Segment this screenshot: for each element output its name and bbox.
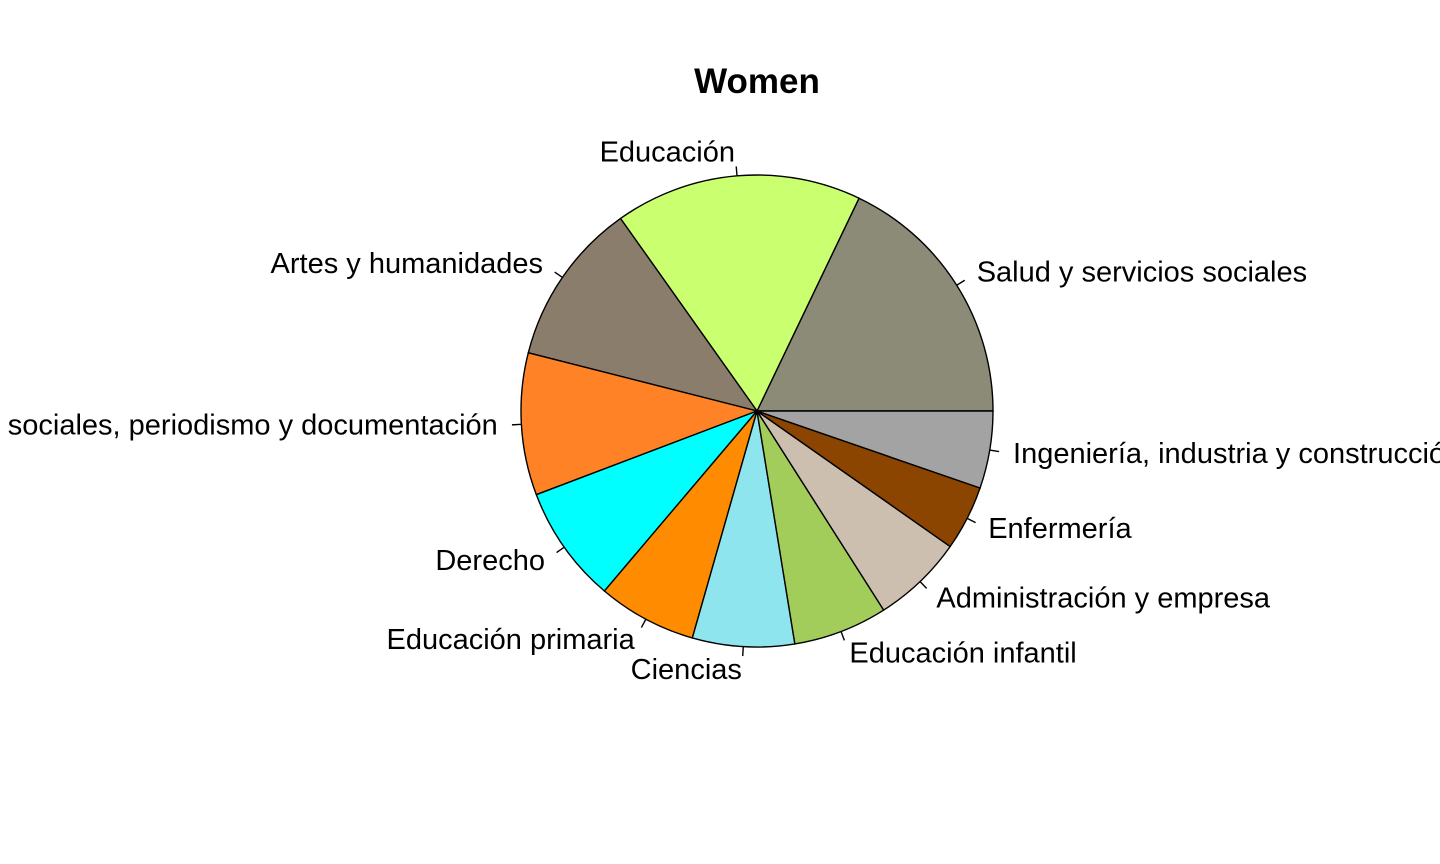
slice-labels: Salud y servicios sociales Educación Artes… bbox=[0, 136, 1440, 686]
slice-label-ingenieria-industria-y-construccion: Ingeniería, industria y construcción bbox=[1013, 438, 1440, 470]
slice-label-educacion: Educación bbox=[600, 136, 735, 168]
slice-label-administracion-y-empresa: Administración y empresa bbox=[936, 583, 1270, 615]
label-tick bbox=[840, 631, 846, 641]
slice-label-artes-y-humanidades: Artes y humanidades bbox=[271, 248, 543, 280]
label-tick bbox=[735, 166, 738, 176]
label-ticks bbox=[511, 166, 1000, 657]
pie-slices bbox=[520, 174, 994, 648]
slice-label-educacion-primaria: Educación primaria bbox=[387, 624, 636, 656]
slice-label-enfermeria: Enfermería bbox=[988, 513, 1132, 545]
pie-slice-ingenieria-industria-y-construccion bbox=[756, 410, 994, 489]
label-tick bbox=[989, 449, 1000, 453]
label-tick bbox=[742, 646, 744, 657]
slice-label-educacion-infantil: Educación infantil bbox=[849, 638, 1076, 670]
pie-slice-salud-y-servicios-sociales bbox=[755, 197, 994, 412]
label-tick bbox=[556, 546, 565, 554]
label-tick bbox=[919, 581, 928, 589]
label-tick bbox=[554, 271, 563, 278]
pie-slice-ciencias bbox=[691, 410, 796, 648]
slice-label-salud-y-servicios-sociales: Salud y servicios sociales bbox=[977, 257, 1307, 289]
slice-label-ciencias: Ciencias bbox=[631, 654, 742, 686]
chart-title: Women bbox=[694, 62, 820, 101]
label-tick bbox=[956, 279, 966, 286]
slice-label-derecho: Derecho bbox=[435, 545, 545, 577]
label-tick bbox=[966, 517, 976, 524]
label-tick bbox=[511, 423, 522, 426]
slice-label-ciencias-sociales-periodismo-y-documentacion: Ciencias sociales, periodismo y document… bbox=[0, 410, 498, 442]
label-tick bbox=[640, 618, 647, 628]
pie-slice-artes-y-humanidades bbox=[527, 217, 759, 413]
